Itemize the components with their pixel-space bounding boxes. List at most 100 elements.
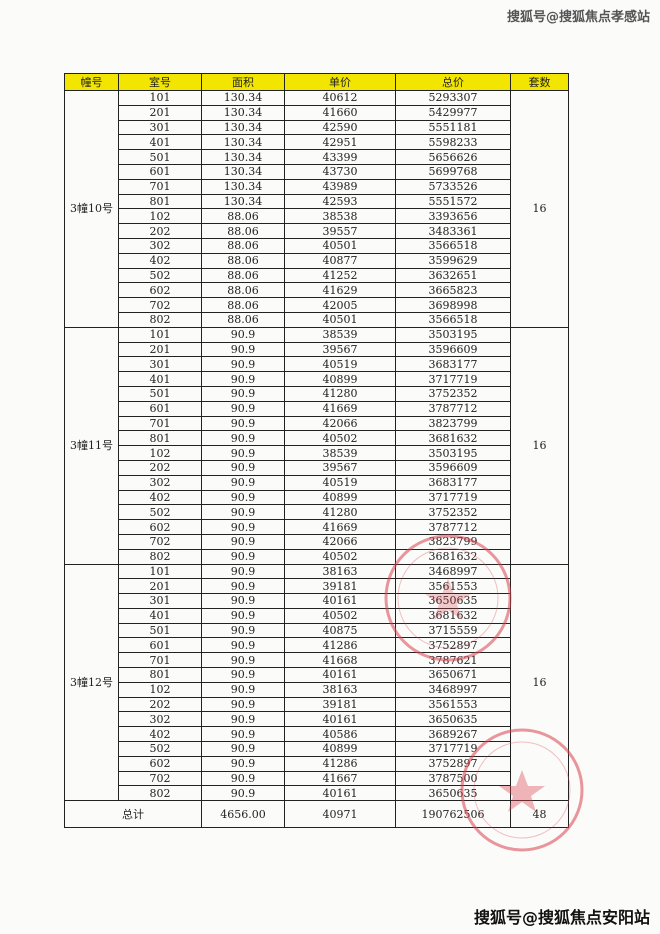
unit-price-cell: 41669 — [284, 519, 396, 535]
area-cell: 90.9 — [201, 726, 285, 743]
total-price-cell: 3752352 — [395, 385, 511, 402]
building-cell: 3幢11号 — [64, 326, 119, 565]
unit-price-cell: 40502 — [284, 548, 396, 565]
room-cell: 302 — [118, 711, 202, 728]
area-cell: 90.9 — [201, 474, 285, 491]
unit-price-cell: 38163 — [284, 563, 396, 580]
table-row: 301 90.9 40161 3650635 — [65, 593, 569, 609]
unit-count-cell: 16 — [510, 90, 569, 328]
table-row: 301 90.9 40519 3683177 — [65, 356, 569, 373]
table-row: 3幢10号 101 130.34 40612 5293307 16 — [64, 90, 569, 328]
total-price-cell: 3468997 — [395, 563, 511, 580]
unit-price-cell: 40501 — [284, 311, 396, 328]
unit-price-cell: 41280 — [284, 385, 396, 402]
total-price-cell: 3650635 — [395, 785, 511, 802]
unit-price-cell: 42005 — [284, 297, 396, 313]
area-cell: 90.9 — [201, 755, 285, 772]
table-row: 302 90.9 40161 3650635 — [65, 711, 569, 728]
room-cell: 101 — [118, 563, 202, 580]
room-cell: 601 — [118, 163, 202, 180]
room-cell: 301 — [118, 356, 202, 373]
price-table: 幢号 室号 面积 单价 总价 套数 3幢10号 101 130.34 40612 529… — [64, 73, 569, 829]
total-price-cell: 3566518 — [395, 237, 511, 254]
area-cell: 90.9 — [201, 415, 285, 432]
unit-price-cell: 41668 — [284, 652, 396, 669]
total-price-cell: 3681632 — [395, 607, 511, 624]
room-cell: 302 — [118, 474, 202, 491]
room-cell: 201 — [118, 578, 202, 595]
total-price-cell: 3483361 — [395, 223, 511, 239]
table-row: 702 88.06 42005 3698998 — [65, 297, 569, 313]
unit-price-cell: 41629 — [284, 282, 396, 299]
area-cell: 90.9 — [201, 578, 285, 595]
room-cell: 801 — [118, 667, 202, 683]
unit-price-cell: 40877 — [284, 252, 396, 269]
table-row: 401 90.9 40502 3681632 — [65, 607, 569, 624]
unit-price-cell: 40519 — [284, 356, 396, 373]
area-cell: 90.9 — [201, 371, 285, 387]
unit-price-cell: 42066 — [284, 415, 396, 432]
unit-price-cell: 40899 — [284, 489, 396, 506]
unit-price-cell: 40501 — [284, 237, 396, 254]
room-cell: 601 — [118, 637, 202, 654]
total-price-cell: 3503195 — [395, 445, 511, 461]
unit-count-cell: 16 — [510, 563, 569, 802]
total-count: 48 — [510, 800, 569, 829]
total-price-cell: 5699768 — [395, 163, 511, 180]
total-price-cell: 3650635 — [395, 593, 511, 609]
unit-price-cell: 43730 — [284, 163, 396, 180]
area-cell: 88.06 — [201, 311, 285, 328]
unit-price-cell: 41669 — [284, 400, 396, 417]
unit-price-cell: 40586 — [284, 726, 396, 743]
unit-price-cell: 38163 — [284, 681, 396, 698]
table-row: 601 130.34 43730 5699768 — [65, 163, 569, 180]
table-row: 502 90.9 40899 3717719 — [65, 741, 569, 757]
room-cell: 401 — [118, 134, 202, 151]
total-area: 4656.00 — [201, 800, 285, 829]
total-price-cell: 3787621 — [395, 652, 511, 669]
total-price-cell: 3650635 — [395, 711, 511, 728]
total-price-cell: 3683177 — [395, 356, 511, 373]
room-cell: 502 — [118, 504, 202, 521]
room-cell: 701 — [118, 178, 202, 195]
area-cell: 90.9 — [201, 622, 285, 639]
unit-price-cell: 40875 — [284, 622, 396, 639]
table-row: 502 88.06 41252 3632651 — [65, 267, 569, 284]
total-unit-price: 40971 — [284, 800, 396, 829]
total-price-cell: 3717719 — [395, 489, 511, 506]
table-row: 402 90.9 40899 3717719 — [65, 489, 569, 506]
total-price-cell: 3823799 — [395, 415, 511, 432]
total-price-cell: 5551572 — [395, 193, 511, 210]
table-row: 202 88.06 39557 3483361 — [65, 223, 569, 239]
area-cell: 130.34 — [201, 90, 285, 106]
unit-price-cell: 38539 — [284, 445, 396, 461]
table-row: 702 90.9 42066 3823799 — [65, 533, 569, 550]
room-cell: 201 — [118, 104, 202, 121]
table-row: 601 90.9 41669 3787712 — [65, 400, 569, 417]
room-cell: 301 — [118, 593, 202, 609]
table-row: 802 88.06 40501 3566518 — [65, 311, 569, 328]
area-cell: 88.06 — [201, 267, 285, 284]
table-row: 801 130.34 42593 5551572 — [65, 193, 569, 210]
room-cell: 301 — [118, 119, 202, 136]
unit-price-cell: 39557 — [284, 223, 396, 239]
area-cell: 90.9 — [201, 326, 285, 343]
table-row: 501 90.9 40875 3715559 — [65, 622, 569, 639]
total-price-cell: 3681632 — [395, 430, 511, 447]
area-cell: 90.9 — [201, 607, 285, 624]
total-price-cell: 5551181 — [395, 119, 511, 136]
unit-price-cell: 40161 — [284, 711, 396, 728]
total-price-cell: 5293307 — [395, 90, 511, 106]
room-cell: 402 — [118, 252, 202, 269]
total-price-cell: 3681632 — [395, 548, 511, 565]
room-cell: 102 — [118, 445, 202, 461]
unit-price-cell: 40161 — [284, 785, 396, 802]
unit-price-cell: 41667 — [284, 770, 396, 787]
area-cell: 90.9 — [201, 637, 285, 654]
total-price-cell: 3503195 — [395, 326, 511, 343]
total-price-cell: 3787500 — [395, 770, 511, 787]
table-row: 202 90.9 39181 3561553 — [65, 696, 569, 713]
room-cell: 502 — [118, 267, 202, 284]
unit-price-cell: 41286 — [284, 755, 396, 772]
total-price-cell: 3468997 — [395, 681, 511, 698]
